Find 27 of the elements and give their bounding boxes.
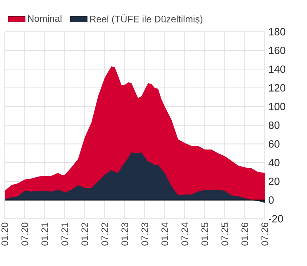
y-tick-label: 140 xyxy=(269,66,286,74)
y-tick-label: 160 xyxy=(269,47,286,54)
y-tick-label: 100 xyxy=(269,103,286,111)
x-tick-label: 07.23 xyxy=(142,222,148,246)
y-tick-label: 40 xyxy=(268,159,280,167)
y-tick-label: 20 xyxy=(269,178,280,186)
x-tick-label: 01.25 xyxy=(202,222,208,246)
y-tick-label: -20 xyxy=(268,215,284,223)
x-tick-label: 07.26 xyxy=(262,222,268,246)
x-tick-label: 01.22 xyxy=(82,222,88,246)
x-tick-label: 01.20 xyxy=(2,222,8,246)
x-tick-label: 07.21 xyxy=(62,222,68,246)
x-tick-label: 01.21 xyxy=(42,222,48,246)
y-tick-label: 60 xyxy=(269,140,280,148)
legend-label: Reel (TÜFE ile Düzeltilmiş) xyxy=(90,14,203,25)
x-tick-label: 01.24 xyxy=(162,222,168,246)
y-tick-label: 80 xyxy=(268,122,280,130)
x-tick-label: 07.22 xyxy=(102,222,108,246)
x-tick-label: 07.20 xyxy=(22,222,28,246)
y-tick-label: 120 xyxy=(269,84,286,92)
x-tick-label: 01.26 xyxy=(242,222,248,246)
y-tick-label: 180 xyxy=(269,28,286,36)
x-tick-label: 07.24 xyxy=(182,222,188,246)
legend-label: Nominal xyxy=(28,15,62,22)
x-tick-label: 01.23 xyxy=(122,222,128,246)
y-tick-label: 0 xyxy=(268,196,274,204)
x-tick-label: 07.25 xyxy=(222,222,228,246)
